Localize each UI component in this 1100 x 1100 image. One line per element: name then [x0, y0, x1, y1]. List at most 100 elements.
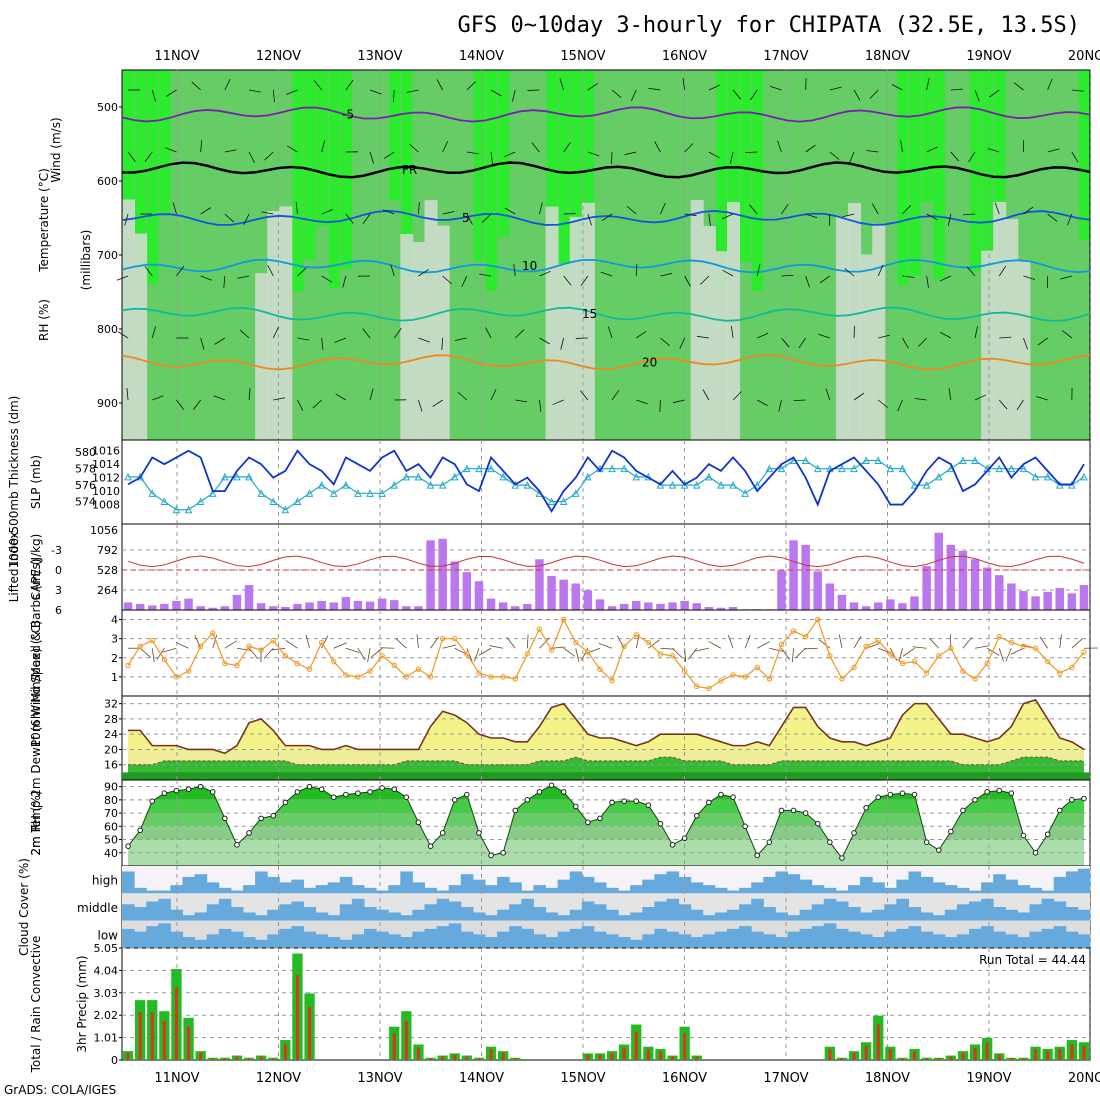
wind-barb — [513, 264, 516, 277]
cloud-bar — [654, 874, 667, 894]
wind-barb — [248, 388, 251, 401]
wind-barb — [506, 636, 516, 649]
precip-convective-bar — [997, 1054, 1001, 1060]
cloud-bar — [182, 915, 196, 921]
wind-barb — [660, 647, 675, 650]
cloud-bar — [230, 907, 244, 921]
cloud-bar — [460, 874, 474, 894]
wind-barb — [430, 636, 439, 649]
cape-bar — [704, 606, 714, 610]
cloud-bar — [134, 931, 147, 948]
rh2m-point — [609, 799, 615, 806]
rh-tick-label: 40 — [104, 847, 118, 860]
date-label-top: 14NOV — [459, 49, 504, 64]
wind-barb — [165, 147, 177, 153]
wind-barb — [526, 634, 529, 649]
cloud-bar — [666, 871, 680, 894]
cloud-bar — [509, 904, 522, 921]
wind-barb — [321, 140, 326, 153]
wind-barb — [722, 269, 734, 277]
wind-barb — [418, 337, 430, 343]
rh-dry-area — [134, 233, 148, 440]
cloud-bar — [557, 931, 571, 948]
cloud-bar — [835, 890, 849, 894]
wind-barb — [200, 275, 212, 281]
rh-dry-area — [714, 251, 728, 440]
wind-barb — [575, 648, 580, 662]
rh2m-point — [379, 785, 385, 791]
wind-barb — [963, 213, 976, 216]
wind-speed-point — [1020, 643, 1027, 650]
cloud-bar — [581, 901, 595, 921]
precip-convective-bar — [150, 1012, 154, 1060]
date-label-bottom: 19NOV — [966, 1071, 1011, 1086]
date-label-top: 16NOV — [662, 49, 707, 64]
temp-tick-label: 16 — [104, 759, 118, 772]
temperature-axis-label: Temperature (°C) — [37, 168, 51, 273]
cloud-bar — [1017, 885, 1030, 894]
cloud-bar — [799, 909, 813, 921]
cloud-bar — [364, 887, 377, 894]
wind-barb — [442, 275, 452, 285]
rh2m-point — [923, 839, 930, 845]
wind-barb — [994, 202, 1000, 215]
wind-barb — [224, 213, 235, 223]
wind-barb — [539, 337, 551, 345]
rh-dry-area — [436, 225, 450, 440]
cape-bar — [1031, 596, 1040, 610]
cloud-bar — [666, 898, 680, 921]
cloud-bar — [533, 885, 546, 894]
panel-frame — [121, 439, 1091, 525]
cloud-bar — [412, 882, 425, 894]
precip-convective-bar — [598, 1054, 602, 1060]
cloud-bar — [763, 907, 776, 921]
rh-band — [128, 813, 1084, 827]
wind-tick-label: 2 — [111, 652, 118, 665]
rh2m-point — [1044, 831, 1051, 838]
cloud-bar — [823, 887, 837, 894]
wind-barb — [345, 213, 354, 224]
cloud-bar — [230, 931, 244, 948]
cloud-bar — [243, 937, 256, 948]
rh2m-point — [476, 830, 482, 836]
cape-bar — [777, 570, 786, 610]
thickness-point — [838, 464, 846, 473]
wind-speed-point — [294, 660, 301, 667]
wind-speed-point — [936, 653, 942, 659]
precip-convective-bar — [937, 1058, 941, 1060]
cloud-bar — [690, 882, 704, 894]
wind-barb — [672, 399, 685, 404]
rh-dry-area — [400, 234, 414, 440]
wind-barb — [485, 327, 492, 339]
wind-barb — [1013, 82, 1024, 91]
wind-speed-point — [185, 668, 192, 674]
cloud-bar — [1065, 871, 1079, 894]
wind-speed-point — [984, 660, 990, 667]
wind-speed-point — [210, 630, 216, 636]
wind-speed-point — [282, 653, 289, 659]
wind-barb — [611, 89, 622, 99]
wind-barb — [869, 89, 879, 99]
precip-convective-bar — [646, 1049, 650, 1060]
wind-barb — [406, 89, 419, 93]
cloud-bar — [823, 898, 837, 921]
credit-text: GrADS: COLA/IGES — [4, 1083, 116, 1097]
wind-barb — [551, 646, 566, 649]
wind-speed-point — [512, 676, 518, 682]
wind-barb — [1023, 206, 1034, 215]
cloud-bar — [436, 926, 450, 948]
rh2m-point — [911, 791, 918, 798]
wind-barb — [974, 645, 989, 649]
thickness-point — [148, 489, 157, 497]
wind-barb — [940, 332, 952, 339]
cloud-bar — [315, 885, 329, 894]
cape-bar — [861, 606, 871, 610]
cloud-bar — [230, 890, 244, 894]
cloud-bar — [811, 885, 825, 894]
wind-barb — [151, 648, 155, 663]
wind-barb — [635, 263, 638, 277]
cloud-bar — [533, 907, 546, 921]
cloud-bar — [376, 909, 389, 921]
rh2m-axis-label: 2m RH (%) — [29, 790, 43, 855]
